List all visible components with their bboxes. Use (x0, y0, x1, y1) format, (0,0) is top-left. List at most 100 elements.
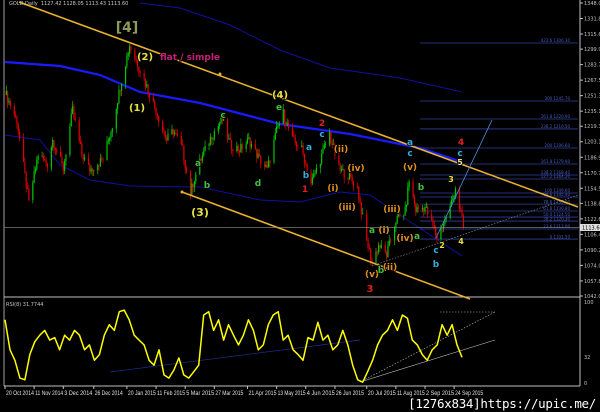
candle-body (97, 165, 99, 171)
candle-body (313, 173, 315, 178)
candle-body (358, 186, 360, 199)
rsi-axis-label: 0 (584, 381, 587, 387)
candle-body (192, 183, 194, 188)
date-label: 26 Jun 2015 (336, 391, 365, 397)
candle-body (360, 202, 363, 215)
candle-body (8, 100, 10, 103)
candle-body (158, 116, 160, 122)
wave-label: (iii) (383, 205, 400, 215)
lower-band-line (4, 134, 463, 257)
date-label: 11 Feb 2015 (157, 391, 186, 397)
candle-body (238, 150, 241, 153)
fib-level-label: 0 1101.50 (550, 234, 571, 239)
fib-level-label: 423.6 1306.30 (541, 38, 571, 43)
date-label: 20 Jan 2015 (128, 391, 157, 397)
date-axis: 20 Oct 2014 11 Nov 2014 3 Dec 2014 26 Dec 2… (4, 386, 484, 397)
watermark: [1276x834]https://upic.me/ (408, 396, 596, 411)
price-label: 1283.70 (584, 63, 600, 69)
candle-body (367, 239, 369, 248)
candle-body (70, 114, 72, 127)
candle-body (260, 156, 262, 164)
current-price-label: 1113.60 (582, 225, 600, 231)
candle-body (99, 158, 101, 166)
candle-body (452, 197, 454, 201)
candle-body (148, 92, 151, 98)
candle-body (444, 218, 446, 225)
candle-body (171, 129, 173, 134)
wave-label: 4 (458, 138, 464, 148)
candle-body (427, 206, 429, 215)
candle-body (209, 136, 211, 144)
candle-body (395, 223, 397, 228)
candle-body (199, 159, 201, 175)
candle-body (454, 188, 457, 196)
date-label: 13 May 2015 (278, 391, 307, 397)
candle-body (287, 122, 290, 129)
candle-body (87, 157, 90, 165)
wave-label: c (457, 149, 462, 159)
candle-body (174, 132, 176, 134)
rsi-pane: 100 32 0 (4, 300, 594, 387)
candle-body (295, 142, 298, 147)
dotted-trend-line (371, 194, 579, 267)
candle-body (435, 227, 437, 235)
candle-body (389, 240, 392, 242)
candle-body (348, 173, 351, 180)
candle-body (246, 138, 249, 144)
wave-label: (ii) (334, 145, 348, 155)
candle-body (416, 207, 418, 212)
candle-body (65, 154, 67, 162)
candle-body (32, 182, 34, 201)
candle-body (405, 204, 408, 208)
candle-body (256, 148, 258, 158)
wave-label: b (378, 266, 385, 276)
wave-label: e (276, 103, 282, 113)
candle-body (220, 117, 222, 125)
candle-body (453, 195, 455, 198)
candle-body (44, 159, 46, 160)
wave-label: a (407, 138, 413, 148)
candle-body (52, 140, 54, 148)
rsi-trend-line (109, 339, 361, 373)
price-label: 1057.80 (584, 279, 600, 285)
candle-body (5, 90, 7, 95)
candle-body (167, 133, 169, 141)
candle-body (415, 204, 417, 212)
candle-body (379, 245, 381, 249)
candle-body (254, 144, 257, 149)
price-label: 1170.75 (584, 171, 600, 177)
moving-average-bands (4, 2, 463, 257)
candle-body (90, 168, 92, 172)
fib-level-label: 238.2 1216.50 (541, 124, 571, 129)
candle-body (180, 135, 182, 145)
candle-body (69, 126, 71, 155)
wave-label: (iv) (347, 164, 364, 174)
candle-body (408, 181, 410, 188)
candle-body (343, 168, 345, 178)
candle-body (138, 66, 140, 72)
wave-label: b (418, 183, 425, 193)
candle-body (193, 181, 196, 188)
candle-body (293, 136, 295, 138)
candle-body (37, 156, 39, 160)
candle-body (432, 219, 434, 226)
trend-lines[interactable] (18, 1, 579, 300)
candle-body (436, 234, 438, 240)
candle-body (285, 121, 287, 125)
candle-body (201, 155, 204, 161)
candle-body (330, 131, 332, 142)
wave-label: c (433, 246, 438, 256)
candle-body (356, 185, 359, 187)
candle-body (195, 174, 197, 182)
price-label: 1203.15 (584, 140, 600, 146)
candle-body (338, 155, 340, 166)
moving-average-line (4, 60, 463, 164)
candle-body (18, 131, 21, 139)
price-label: 1074.00 (584, 263, 600, 269)
candle-body (302, 145, 304, 154)
candle-body (200, 159, 202, 161)
candle-body (135, 58, 137, 61)
candle-body (118, 89, 120, 104)
date-label: 20 Oct 2014 (6, 391, 35, 397)
price-label: 1348.05 (584, 1, 600, 7)
